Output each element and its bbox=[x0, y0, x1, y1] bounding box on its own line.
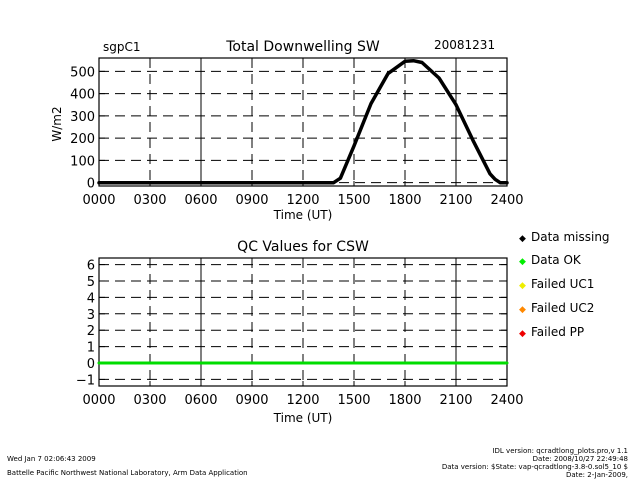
legend-marker-uc2: ◆ bbox=[519, 305, 526, 315]
footer-idl-version: IDL version: qcradtlong_plots.pro,v 1.1 bbox=[492, 447, 628, 455]
shortwave-x-tick-label: 0300 bbox=[133, 193, 166, 208]
qc-y-tick-label: 4 bbox=[87, 291, 95, 306]
legend-marker-missing: ◆ bbox=[519, 234, 526, 244]
shortwave-chart-title: Total Downwelling SW bbox=[225, 39, 380, 55]
legend-label-missing: Data missing bbox=[531, 230, 610, 244]
shortwave-x-tick-label: 0900 bbox=[235, 193, 268, 208]
footer-timestamp: Wed Jan 7 02:06:43 2009 bbox=[7, 455, 96, 463]
qc-y-tick-label: 5 bbox=[87, 275, 95, 290]
qc-x-tick-label: 2400 bbox=[490, 393, 523, 408]
qc-y-tick-label: 6 bbox=[87, 259, 95, 274]
site-label: sgpC1 bbox=[103, 40, 141, 54]
qc-y-tick-label: 0 bbox=[87, 357, 95, 372]
shortwave-chart: Total Downwelling SW W/m2 Time (UT) 0000… bbox=[50, 39, 524, 222]
qc-x-tick-label: 0600 bbox=[184, 393, 217, 408]
shortwave-y-tick-label: 100 bbox=[70, 154, 95, 169]
legend-item-pp: ◆ Failed PP bbox=[519, 325, 584, 339]
legend-label-pp: Failed PP bbox=[531, 325, 584, 339]
legend-marker-ok: ◆ bbox=[519, 257, 526, 267]
shortwave-x-tick-label: 2400 bbox=[490, 193, 523, 208]
shortwave-y-tick-label: 0 bbox=[87, 177, 95, 192]
shortwave-x-tick-label: 0600 bbox=[184, 193, 217, 208]
legend-marker-pp: ◆ bbox=[519, 329, 526, 339]
legend-marker-uc1: ◆ bbox=[519, 281, 526, 291]
qc-x-axis-label: Time (UT) bbox=[273, 411, 333, 425]
legend-label-uc1: Failed UC1 bbox=[531, 277, 594, 291]
shortwave-x-tick-label: 2100 bbox=[439, 193, 472, 208]
qc-y-tick-label: 3 bbox=[87, 308, 95, 323]
legend-label-uc2: Failed UC2 bbox=[531, 301, 594, 315]
qc-y-tick-label: −1 bbox=[76, 373, 95, 388]
legend-item-uc1: ◆ Failed UC1 bbox=[519, 277, 594, 291]
legend-item-missing: ◆ Data missing bbox=[519, 230, 610, 244]
shortwave-x-axis-label: Time (UT) bbox=[273, 208, 333, 222]
shortwave-y-tick-label: 500 bbox=[70, 65, 95, 80]
shortwave-x-tick-label: 1800 bbox=[388, 193, 421, 208]
shortwave-series-line-0 bbox=[97, 58, 509, 185]
shortwave-x-tick-label: 0000 bbox=[82, 193, 115, 208]
footer-idl-date: Date: 2008/10/27 22:49:48 bbox=[533, 455, 628, 463]
footer-data-version: Data version: $State: vap-qcradtlong-3.8… bbox=[442, 463, 628, 471]
legend-label-ok: Data OK bbox=[531, 253, 582, 267]
footer-organization: Battelle Pacific Northwest National Labo… bbox=[7, 469, 248, 477]
shortwave-y-tick-label: 400 bbox=[70, 88, 95, 103]
shortwave-y-axis-label: W/m2 bbox=[50, 106, 64, 141]
qc-x-tick-label: 2100 bbox=[439, 393, 472, 408]
legend-item-ok: ◆ Data OK bbox=[519, 253, 582, 267]
qc-x-tick-label: 0900 bbox=[235, 393, 268, 408]
shortwave-y-tick-label: 200 bbox=[70, 132, 95, 147]
shortwave-x-tick-label: 1500 bbox=[337, 193, 370, 208]
qc-x-tick-label: 1800 bbox=[388, 393, 421, 408]
qc-x-tick-label: 0300 bbox=[133, 393, 166, 408]
qc-chart-title: QC Values for CSW bbox=[237, 239, 369, 255]
qc-x-tick-label: 1500 bbox=[337, 393, 370, 408]
qc-y-tick-label: 1 bbox=[87, 341, 95, 356]
qc-legend: ◆ Data missing ◆ Data OK ◆ Failed UC1 ◆ … bbox=[519, 230, 610, 339]
footer-data-date: Date: 2-Jan-2009, bbox=[566, 471, 628, 479]
shortwave-x-tick-label: 1200 bbox=[286, 193, 319, 208]
legend-item-uc2: ◆ Failed UC2 bbox=[519, 301, 594, 315]
date-label: 20081231 bbox=[434, 38, 495, 52]
qc-x-tick-label: 1200 bbox=[286, 393, 319, 408]
qc-x-tick-label: 0000 bbox=[82, 393, 115, 408]
qc-y-tick-label: 2 bbox=[87, 324, 95, 339]
qc-chart: QC Values for CSW Time (UT) 0000 0300 0600… bbox=[76, 239, 524, 425]
shortwave-y-tick-label: 300 bbox=[70, 110, 95, 125]
